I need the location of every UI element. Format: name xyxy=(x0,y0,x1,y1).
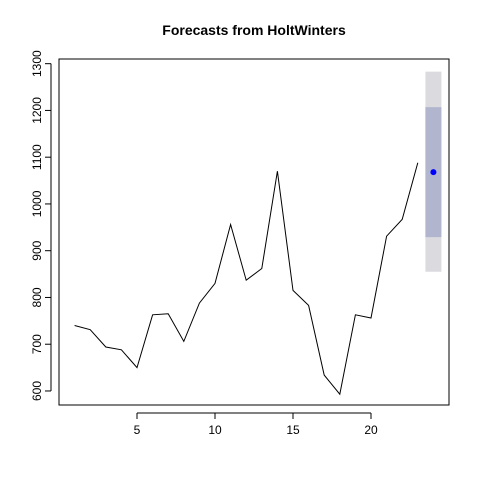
y-tick-label: 1300 xyxy=(30,50,44,77)
series-line xyxy=(74,162,419,396)
x-tick-label: 20 xyxy=(364,423,378,437)
x-tick-label: 5 xyxy=(134,423,141,437)
y-tick-label: 1000 xyxy=(30,190,44,217)
plot-frame xyxy=(58,58,450,406)
forecast-point xyxy=(430,169,437,176)
y-tick-label: 600 xyxy=(30,381,44,401)
x-tick-label: 15 xyxy=(286,423,300,437)
y-tick-label: 1200 xyxy=(30,97,44,124)
y-tick-label: 900 xyxy=(30,240,44,260)
chart-title: Forecasts from HoltWinters xyxy=(162,22,346,38)
y-tick-label: 1100 xyxy=(30,144,44,170)
y-tick-label: 700 xyxy=(30,334,44,354)
plot-layer xyxy=(74,71,442,396)
y-tick-label: 800 xyxy=(30,287,44,307)
axis-layer: 5 10 15 20 600 700 800 900 1000 1100 1200 1300 xyxy=(30,50,378,437)
x-tick-label: 10 xyxy=(208,423,222,437)
